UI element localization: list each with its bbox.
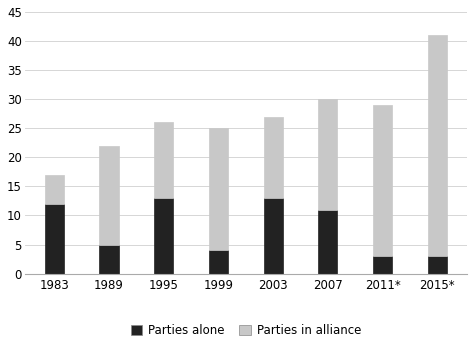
Bar xyxy=(209,250,228,274)
Bar xyxy=(264,117,283,198)
Bar xyxy=(100,146,118,245)
Bar xyxy=(428,256,447,274)
Bar xyxy=(373,256,392,274)
Legend: Parties alone, Parties in alliance: Parties alone, Parties in alliance xyxy=(127,321,365,341)
Bar xyxy=(264,198,283,274)
Bar xyxy=(319,99,337,210)
Bar xyxy=(100,245,118,274)
Bar xyxy=(428,35,447,256)
Bar xyxy=(209,128,228,250)
Bar xyxy=(319,210,337,274)
Bar xyxy=(45,175,64,204)
Bar xyxy=(154,198,173,274)
Bar xyxy=(154,122,173,198)
Bar xyxy=(373,105,392,256)
Bar xyxy=(45,204,64,274)
